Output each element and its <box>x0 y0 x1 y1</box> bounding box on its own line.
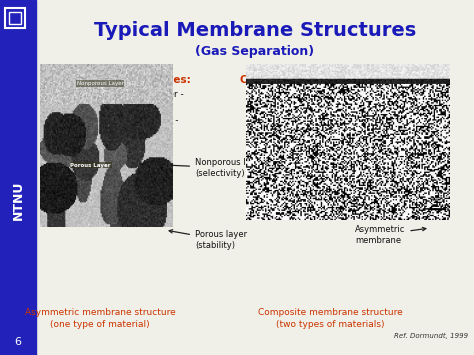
Text: Typical Membrane Structures: Typical Membrane Structures <box>94 21 416 39</box>
Text: Ref. Dormundt, 1999: Ref. Dormundt, 1999 <box>394 333 468 339</box>
Text: – thick, highly porous layer -
  mechanical support: – thick, highly porous layer - mechanica… <box>50 116 179 135</box>
Text: Asymmetric membrane structure: Asymmetric membrane structure <box>25 308 175 317</box>
Text: Asymmetric membranes:: Asymmetric membranes: <box>44 75 191 85</box>
Text: – thin selective layer of one type
  polymer: – thin selective layer of one type polym… <box>247 90 396 109</box>
Text: Composite membrane structure: Composite membrane structure <box>258 308 402 317</box>
Text: (two types of materials): (two types of materials) <box>276 320 384 329</box>
Text: – mounted on asymmetric
  membrane - support: – mounted on asymmetric membrane - suppo… <box>247 116 366 135</box>
Text: 2μm: 2μm <box>430 196 444 201</box>
Text: NTNU: NTNU <box>11 180 25 220</box>
Bar <box>0 0 36 355</box>
Text: Porous layer
(stability): Porous layer (stability) <box>169 230 247 250</box>
Text: Composite membranes:: Composite membranes: <box>240 75 379 85</box>
Text: Nonporous Layer: Nonporous Layer <box>77 81 123 86</box>
Text: – very thin non-porous layer -
  selective: – very thin non-porous layer - selective <box>50 90 184 109</box>
Text: (Gas Separation): (Gas Separation) <box>195 45 315 59</box>
Text: Nonporous layer
(selectivity): Nonporous layer (selectivity) <box>169 158 264 178</box>
Text: 6: 6 <box>15 337 21 347</box>
Text: Asymmetric
membrane: Asymmetric membrane <box>355 225 426 245</box>
Text: Porous Layer: Porous Layer <box>71 163 111 168</box>
Text: Selective layer: Selective layer <box>355 153 426 163</box>
Text: (one type of material): (one type of material) <box>50 320 150 329</box>
Bar <box>9 12 21 24</box>
Bar <box>5 8 25 28</box>
